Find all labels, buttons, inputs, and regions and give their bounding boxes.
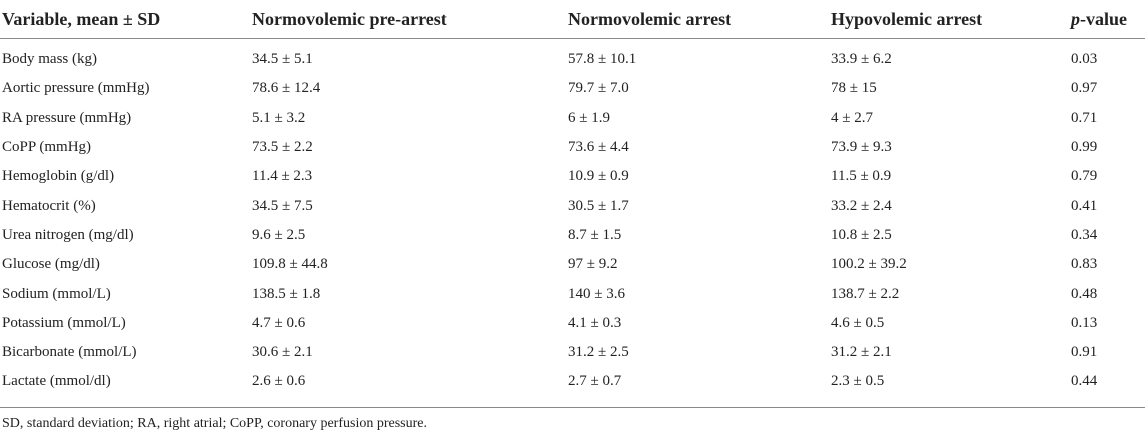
cell-hypo-arrest: 100.2 ± 39.2	[831, 256, 907, 273]
cell-normo-arrest: 2.7 ± 0.7	[568, 373, 622, 390]
header-row: Variable, mean ± SD Normovolemic pre-arr…	[0, 0, 1145, 39]
cell-normo-arrest: 6 ± 1.9	[568, 109, 610, 126]
table-row: Urea nitrogen (mg/dl) 9.6 ± 2.5 8.7 ± 1.5 1…	[0, 221, 1145, 250]
table-row: Hematocrit (%) 34.5 ± 7.5 30.5 ± 1.7 33.2 ±…	[0, 191, 1145, 220]
cell-normo-arrest: 30.5 ± 1.7	[568, 197, 629, 214]
cell-hypo-arrest: 78 ± 15	[831, 80, 877, 97]
cell-pre-arrest: 30.6 ± 2.1	[252, 344, 313, 361]
cell-normo-arrest: 10.9 ± 0.9	[568, 168, 629, 185]
cell-variable: Glucose (mg/dl)	[2, 256, 100, 273]
cell-pre-arrest: 9.6 ± 2.5	[252, 226, 306, 243]
cell-variable: CoPP (mmHg)	[2, 139, 92, 156]
cell-normo-arrest: 140 ± 3.6	[568, 285, 625, 302]
cell-normo-arrest: 79.7 ± 7.0	[568, 80, 629, 97]
cell-pre-arrest: 34.5 ± 5.1	[252, 51, 313, 68]
table-row: Potassium (mmol/L) 4.7 ± 0.6 4.1 ± 0.3 4.6 …	[0, 309, 1145, 338]
cell-variable: RA pressure (mmHg)	[2, 109, 132, 126]
header-p-italic: p	[1071, 8, 1080, 29]
cell-hypo-arrest: 33.9 ± 6.2	[831, 51, 892, 68]
cell-pre-arrest: 5.1 ± 3.2	[252, 109, 306, 126]
cell-hypo-arrest: 2.3 ± 0.5	[831, 373, 885, 390]
cell-pre-arrest: 73.5 ± 2.2	[252, 139, 313, 156]
header-normo-arrest: Normovolemic arrest	[566, 0, 829, 39]
cell-p-value: 0.44	[1071, 373, 1098, 390]
cell-hypo-arrest: 31.2 ± 2.1	[831, 344, 892, 361]
cell-pre-arrest: 2.6 ± 0.6	[252, 373, 306, 390]
cell-p-value: 0.71	[1071, 109, 1098, 126]
cell-normo-arrest: 8.7 ± 1.5	[568, 226, 622, 243]
cell-hypo-arrest: 11.5 ± 0.9	[831, 168, 892, 185]
cell-normo-arrest: 73.6 ± 4.4	[568, 139, 629, 156]
table-header: Variable, mean ± SD Normovolemic pre-arr…	[0, 0, 1145, 39]
table-row: Body mass (kg) 34.5 ± 5.1 57.8 ± 10.1 33.9 …	[0, 39, 1145, 75]
table-bottom-rule	[0, 406, 1145, 408]
cell-hypo-arrest: 4.6 ± 0.5	[831, 314, 885, 331]
table-row: CoPP (mmHg) 73.5 ± 2.2 73.6 ± 4.4 73.9 ± 9.…	[0, 133, 1145, 162]
cell-p-value: 0.79	[1071, 168, 1098, 185]
table-row: Bicarbonate (mmol/L) 30.6 ± 2.1 31.2 ± 2.5…	[0, 338, 1145, 367]
table-footnote: SD, standard deviation; RA, right atrial…	[2, 415, 427, 431]
data-table: Variable, mean ± SD Normovolemic pre-arr…	[0, 0, 1145, 401]
cell-p-value: 0.03	[1071, 51, 1098, 68]
cell-p-value: 0.99	[1071, 139, 1098, 156]
cell-p-value: 0.83	[1071, 256, 1098, 273]
cell-variable: Bicarbonate (mmol/L)	[2, 344, 137, 361]
cell-pre-arrest: 4.7 ± 0.6	[252, 314, 306, 331]
cell-p-value: 0.97	[1071, 80, 1098, 97]
header-p-rest: -value	[1080, 8, 1127, 29]
cell-variable: Urea nitrogen (mg/dl)	[2, 226, 134, 243]
cell-normo-arrest: 31.2 ± 2.5	[568, 344, 629, 361]
cell-variable: Sodium (mmol/L)	[2, 285, 111, 302]
cell-hypo-arrest: 73.9 ± 9.3	[831, 139, 892, 156]
cell-variable: Body mass (kg)	[2, 51, 97, 68]
cell-pre-arrest: 34.5 ± 7.5	[252, 197, 313, 214]
cell-p-value: 0.13	[1071, 314, 1098, 331]
cell-normo-arrest: 97 ± 9.2	[568, 256, 618, 273]
header-variable: Variable, mean ± SD	[0, 0, 250, 39]
cell-normo-arrest: 4.1 ± 0.3	[568, 314, 622, 331]
cell-variable: Hemoglobin (g/dl)	[2, 168, 115, 185]
table-row: RA pressure (mmHg) 5.1 ± 3.2 6 ± 1.9 4 ± 2.…	[0, 104, 1145, 133]
header-p-value: p-value	[1069, 0, 1145, 39]
table-row: Sodium (mmol/L) 138.5 ± 1.8 140 ± 3.6 138.7…	[0, 279, 1145, 308]
cell-hypo-arrest: 138.7 ± 2.2	[831, 285, 900, 302]
cell-p-value: 0.41	[1071, 197, 1098, 214]
cell-hypo-arrest: 33.2 ± 2.4	[831, 197, 892, 214]
header-pre-arrest: Normovolemic pre-arrest	[250, 0, 566, 39]
cell-normo-arrest: 57.8 ± 10.1	[568, 51, 637, 68]
cell-pre-arrest: 78.6 ± 12.4	[252, 80, 321, 97]
cell-variable: Lactate (mmol/dl)	[2, 373, 111, 390]
cell-variable: Potassium (mmol/L)	[2, 314, 126, 331]
cell-variable: Hematocrit (%)	[2, 197, 96, 214]
table-row: Hemoglobin (g/dl) 11.4 ± 2.3 10.9 ± 0.9 11.…	[0, 162, 1145, 191]
table-row: Glucose (mg/dl) 109.8 ± 44.8 97 ± 9.2 100.2…	[0, 250, 1145, 279]
table-row: Lactate (mmol/dl) 2.6 ± 0.6 2.7 ± 0.7 2.3 ±…	[0, 367, 1145, 400]
cell-p-value: 0.34	[1071, 226, 1098, 243]
cell-p-value: 0.91	[1071, 344, 1098, 361]
cell-hypo-arrest: 10.8 ± 2.5	[831, 226, 892, 243]
cell-hypo-arrest: 4 ± 2.7	[831, 109, 873, 126]
cell-pre-arrest: 109.8 ± 44.8	[252, 256, 328, 273]
cell-pre-arrest: 138.5 ± 1.8	[252, 285, 321, 302]
cell-p-value: 0.48	[1071, 285, 1098, 302]
cell-pre-arrest: 11.4 ± 2.3	[252, 168, 313, 185]
cell-variable: Aortic pressure (mmHg)	[2, 80, 150, 97]
header-hypo-arrest: Hypovolemic arrest	[829, 0, 1069, 39]
table-body: Body mass (kg) 34.5 ± 5.1 57.8 ± 10.1 33.9 …	[0, 39, 1145, 401]
table-row: Aortic pressure (mmHg) 78.6 ± 12.4 79.7 ± …	[0, 74, 1145, 103]
